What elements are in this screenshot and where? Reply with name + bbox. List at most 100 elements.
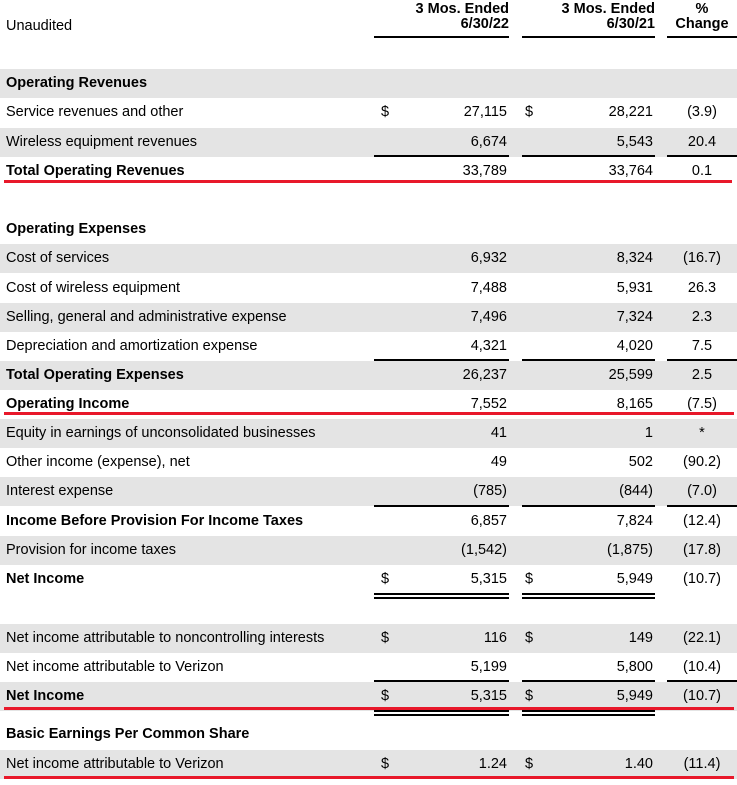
- value-2021: 1: [644, 425, 653, 441]
- dollar-sign: $: [381, 571, 390, 587]
- row-provision-income-taxes: Provision for income taxes (1,542) (1,875)…: [0, 536, 737, 565]
- row-label: Selling, general and administrative expe…: [6, 309, 287, 325]
- value-2021: 149: [628, 630, 653, 646]
- total-rule: [522, 155, 655, 157]
- percent-change: (7.5): [687, 396, 717, 412]
- value-2022: 27,115: [463, 104, 507, 120]
- row-label: Net Income: [6, 571, 85, 587]
- percent-change: (16.7): [683, 250, 721, 266]
- value-2022: 49: [490, 454, 507, 470]
- row-label: Net income attributable to noncontrollin…: [6, 630, 325, 646]
- percent-change: (11.4): [683, 756, 721, 772]
- total-rule: [374, 593, 509, 595]
- value-2021: 7,824: [616, 513, 653, 529]
- row-operating-income: Operating Income 7,552 8,165 (7.5): [0, 390, 737, 419]
- value-2021: 5,949: [616, 688, 653, 704]
- total-rule: [522, 505, 655, 507]
- value-2022: 7,496: [470, 309, 507, 325]
- row-label: Basic Earnings Per Common Share: [6, 726, 250, 742]
- row-net-income-total: Net Income $5,315 $5,949 (10.7): [0, 682, 737, 711]
- value-2022: 41: [490, 425, 507, 441]
- row-total-operating-revenues: Total Operating Revenues 33,789 33,764 0.1: [0, 157, 737, 186]
- total-rule: [522, 359, 655, 361]
- dollar-sign: $: [381, 688, 390, 704]
- value-2022: 6,674: [470, 134, 507, 150]
- dollar-sign: $: [525, 756, 534, 772]
- value-2022: 26,237: [462, 367, 507, 383]
- dollar-sign: $: [381, 104, 390, 120]
- value-2022: 116: [483, 630, 507, 646]
- section-operating-expenses: Operating Expenses: [0, 215, 737, 244]
- row-equity-earnings: Equity in earnings of unconsolidated bus…: [0, 419, 737, 448]
- percent-change: (10.7): [683, 571, 721, 587]
- percent-change: (10.4): [683, 659, 721, 675]
- row-interest-expense: Interest expense (785) (844) (7.0): [0, 477, 737, 506]
- row-label: Operating Revenues: [6, 75, 148, 91]
- percent-change: (17.8): [683, 542, 721, 558]
- row-net-income-verizon: Net income attributable to Verizon 5,199 5…: [0, 653, 737, 682]
- row-label: Cost of wireless equipment: [6, 280, 181, 296]
- row-label: Total Operating Revenues: [6, 163, 185, 179]
- dollar-sign: $: [525, 630, 534, 646]
- row-label: Wireless equipment revenues: [6, 134, 198, 150]
- value-2022: 7,488: [470, 280, 507, 296]
- total-rule: [667, 505, 737, 507]
- row-label: Net Income: [6, 688, 85, 704]
- dollar-sign: $: [525, 104, 534, 120]
- percent-change: 7.5: [691, 338, 713, 354]
- dollar-sign: $: [381, 756, 390, 772]
- total-rule: [374, 505, 509, 507]
- row-other-income: Other income (expense), net 49 502 (90.2): [0, 448, 737, 477]
- unaudited-label: Unaudited: [6, 18, 73, 34]
- col-header-2022: 3 Mos. Ended 6/30/22: [415, 1, 509, 32]
- red-highlight-underline: [4, 776, 734, 779]
- total-rule: [522, 597, 655, 599]
- value-2022: 6,857: [470, 513, 507, 529]
- value-2021: 25,599: [608, 367, 653, 383]
- row-label: Other income (expense), net: [6, 454, 190, 470]
- value-2022: 4,321: [470, 338, 507, 354]
- value-2022: 6,932: [470, 250, 507, 266]
- row-total-operating-expenses: Total Operating Expenses 26,237 25,599 2.5: [0, 361, 737, 390]
- total-rule: [522, 593, 655, 595]
- total-rule: [667, 155, 737, 157]
- value-2022: (785): [473, 483, 507, 499]
- value-2021: 28,221: [608, 104, 653, 120]
- percent-change: 26.3: [687, 280, 717, 296]
- value-2021: 4,020: [616, 338, 653, 354]
- row-label: Interest expense: [6, 483, 114, 499]
- percent-change: (3.9): [687, 104, 717, 120]
- row-cost-of-wireless-equipment: Cost of wireless equipment 7,488 5,931 26.3: [0, 274, 737, 303]
- red-highlight-underline: [4, 180, 732, 183]
- row-label: Total Operating Expenses: [6, 367, 184, 383]
- value-2022: 7,552: [470, 396, 507, 412]
- percent-change: 2.3: [691, 309, 713, 325]
- percent-change: *: [699, 425, 705, 441]
- value-2022: (1,542): [461, 542, 507, 558]
- red-highlight-underline: [4, 412, 734, 415]
- percent-change: (90.2): [683, 454, 721, 470]
- row-cost-of-services: Cost of services 6,932 8,324 (16.7): [0, 244, 737, 273]
- row-label: Cost of services: [6, 250, 110, 266]
- value-2021: 5,543: [616, 134, 653, 150]
- percent-change: (10.7): [683, 688, 721, 704]
- value-2021: 7,324: [616, 309, 653, 325]
- percent-change: (22.1): [683, 630, 721, 646]
- header-underline: [667, 36, 737, 38]
- dollar-sign: $: [525, 571, 534, 587]
- row-label: Depreciation and amortization expense: [6, 338, 258, 354]
- total-rule: [374, 680, 509, 682]
- header-underline: [374, 36, 509, 38]
- total-rule: [374, 710, 509, 712]
- value-2021: (1,875): [607, 542, 653, 558]
- total-rule: [667, 359, 737, 361]
- total-rule: [374, 359, 509, 361]
- total-rule: [374, 714, 509, 716]
- value-2021: 8,324: [616, 250, 653, 266]
- value-2021: 5,949: [616, 571, 653, 587]
- row-label: Equity in earnings of unconsolidated bus…: [6, 425, 316, 441]
- percent-change: (12.4): [683, 513, 721, 529]
- total-rule: [374, 155, 509, 157]
- value-2021: 1.40: [624, 756, 653, 772]
- value-2022: 5,315: [470, 688, 507, 704]
